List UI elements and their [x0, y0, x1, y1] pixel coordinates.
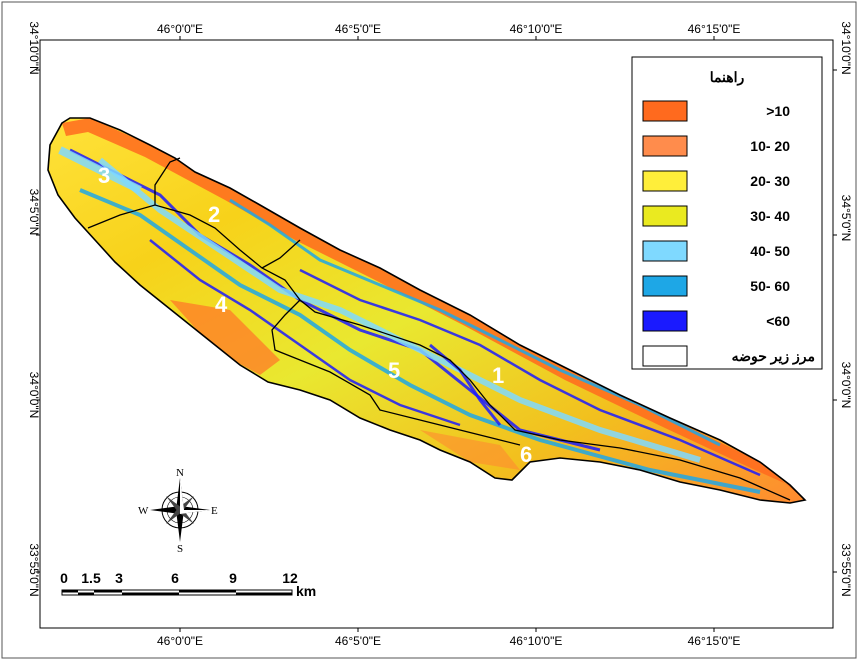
subbasin-label: 3	[98, 163, 110, 188]
compass-s: S	[177, 543, 183, 555]
subbasin-label: 1	[492, 363, 504, 388]
legend-label: >10	[766, 103, 790, 119]
top-tick-label: 46°5'0"E	[335, 22, 381, 36]
scale-tick-label: 9	[229, 570, 237, 586]
legend-label: 20- 30	[750, 173, 790, 189]
legend-swatch	[642, 240, 688, 262]
top-tick-labels: 46°0'0"E 46°5'0"E 46°10'0"E 46°15'0"E	[157, 22, 740, 36]
bottom-tick-labels: 46°0'0"E 46°5'0"E 46°10'0"E 46°15'0"E	[157, 634, 740, 648]
left-tick-label: 34°10'0"N	[27, 21, 41, 74]
compass-e: E	[211, 505, 218, 517]
scale-tick-label: 1.5	[81, 570, 101, 586]
top-tick-label: 46°0'0"E	[157, 22, 203, 36]
scale-tick-label: 3	[115, 570, 123, 586]
legend-title: راهنما	[710, 69, 745, 86]
scale-tick-label: 12	[282, 570, 298, 586]
scale-tick-label: 6	[171, 570, 179, 586]
right-tick-labels: 34°10'0"N 34°5'0"N 34°0'0"N 33°55'0"N	[839, 21, 853, 596]
legend-label: 30- 40	[750, 208, 790, 224]
legend-label: 10- 20	[750, 138, 790, 154]
raster-streak	[149, 239, 461, 427]
left-tick-label: 34°0'0"N	[27, 372, 41, 419]
raster-streak	[299, 268, 761, 477]
right-tick-label: 34°10'0"N	[839, 21, 853, 74]
scale-tick-label: 0	[60, 570, 68, 586]
raster-streak	[58, 146, 142, 194]
bottom-tick-label: 46°10'0"E	[510, 634, 563, 648]
scale-unit: km	[296, 583, 316, 599]
basin-raster	[47, 117, 806, 504]
legend-label: 40- 50	[750, 243, 790, 259]
subbasin-label: 5	[388, 358, 400, 383]
compass-n: N	[176, 467, 184, 479]
top-tick-label: 46°15'0"E	[688, 22, 741, 36]
scale-bar: 0 1.5 3 6 9 12 km	[60, 570, 316, 599]
left-tick-label: 34°5'0"N	[27, 189, 41, 236]
right-tick-label: 33°55'0"N	[839, 543, 853, 596]
north-arrow: N S E W	[138, 467, 218, 555]
subbasin-boundaries	[87, 157, 791, 501]
raster-streak	[98, 157, 701, 463]
legend-swatch	[642, 205, 688, 227]
top-tick-label: 46°10'0"E	[510, 22, 563, 36]
legend-swatch	[642, 135, 688, 157]
subbasin-labels: 1 2 3 4 5 6	[98, 163, 532, 467]
subbasin-label: 2	[208, 202, 220, 227]
subbasin-label: 6	[520, 442, 532, 467]
legend-swatch	[642, 310, 688, 332]
tick-marks	[36, 36, 837, 632]
legend-label: <60	[766, 313, 790, 329]
right-tick-label: 34°5'0"N	[839, 195, 853, 242]
legend-label: مرز زیر حوضه	[732, 348, 815, 365]
bottom-tick-label: 46°0'0"E	[157, 634, 203, 648]
left-tick-labels: 34°10'0"N 34°5'0"N 34°0'0"N 33°55'0"N	[27, 21, 41, 596]
right-tick-label: 34°0'0"N	[839, 362, 853, 409]
legend: راهنما >10 10- 20 20- 30 30- 40 40- 50 50- 60…	[631, 56, 823, 370]
legend-swatch	[642, 275, 688, 297]
legend-swatch	[642, 345, 688, 367]
legend-label: 50- 60	[750, 278, 790, 294]
bottom-tick-label: 46°5'0"E	[335, 634, 381, 648]
legend-swatch	[642, 170, 688, 192]
bottom-tick-label: 46°15'0"E	[688, 634, 741, 648]
left-tick-label: 33°55'0"N	[27, 543, 41, 596]
compass-w: W	[138, 505, 149, 517]
raster-streak	[229, 198, 721, 447]
raster-streak	[79, 188, 761, 494]
subbasin-label: 4	[215, 292, 228, 317]
legend-swatch	[642, 100, 688, 122]
